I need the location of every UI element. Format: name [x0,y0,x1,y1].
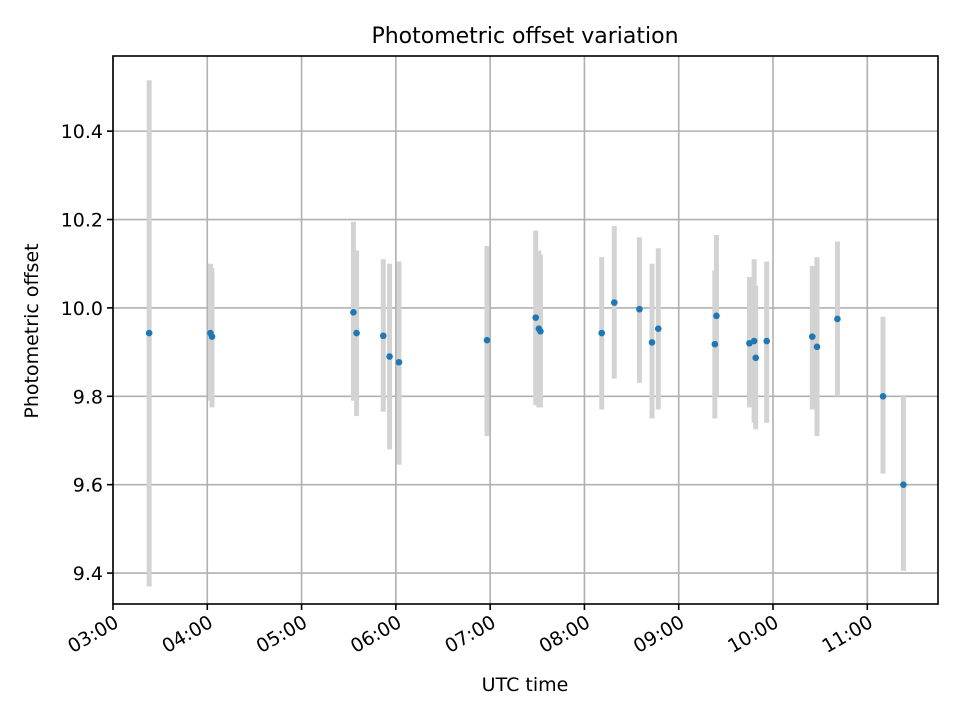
data-point [145,329,153,337]
data-point [763,337,771,345]
data-point [532,314,540,321]
errorbar-layer [146,80,906,587]
data-point [483,336,491,344]
data-point [834,315,841,323]
data-point [654,325,662,332]
data-point [711,340,719,348]
data-point [395,358,403,366]
data-point [750,337,758,345]
data-point [598,329,606,337]
x-tick-label: 08:00 [536,611,594,657]
x-tick-label: 03:00 [64,611,122,657]
data-point [808,333,816,340]
y-axis-label: Photometric offset [21,243,43,418]
x-tick-label: 04:00 [158,611,216,657]
x-tick-label: 11:00 [818,611,876,657]
x-tick-label: 06:00 [347,611,405,657]
x-tick-label: 10:00 [724,611,782,657]
y-tick-label: 10.2 [61,210,103,232]
data-point [353,329,360,337]
plot-frame [112,55,939,605]
y-tick-label: 10.0 [61,298,103,320]
data-point [636,305,643,313]
x-tick-label: 07:00 [441,611,499,657]
data-point [713,312,720,320]
data-point [537,328,544,335]
data-point [813,343,821,351]
data-point [752,354,760,362]
data-point [386,353,393,360]
y-tick-label: 10.4 [61,121,103,143]
data-point [208,333,216,340]
x-axis-label: UTC time [482,674,569,696]
y-tick-label: 9.4 [73,563,103,585]
data-point [879,392,887,400]
point-layer [145,299,907,488]
grid-layer [112,56,938,604]
data-point [648,339,656,346]
y-tick-label: 9.8 [73,386,103,408]
y-tick-label: 9.6 [73,475,103,497]
data-point [900,481,907,488]
x-tick-label: 09:00 [630,611,688,657]
data-point [350,309,357,316]
data-point [610,299,618,306]
data-point [379,332,387,340]
x-tick-label: 05:00 [253,611,311,657]
chart-title: Photometric offset variation [371,24,678,49]
